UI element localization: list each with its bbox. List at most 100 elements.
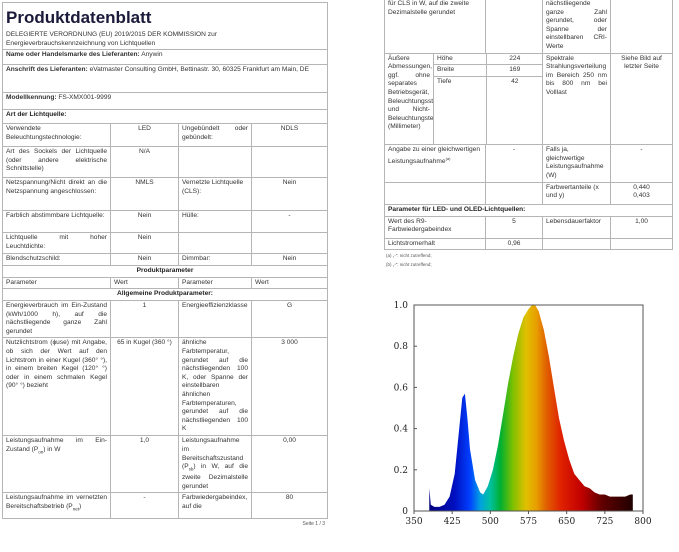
param-name: für CLS in W, auf die zweite Dezimalstel… (384, 0, 486, 54)
page-title: Produktdatenblatt (6, 8, 152, 27)
dim-value: 42 (485, 76, 542, 144)
table-row: Blendschutzschild: Nein Dimmbar: Nein (2, 253, 329, 266)
led-params-heading: Parameter für LED- und OLED-Lichtquellen… (384, 203, 673, 217)
page-1: Produktdatenblatt DELEGIERTE VERORDNUNG (… (1, 1, 329, 528)
param-name: ähnliche Farbtemperatur, gerundet auf di… (178, 337, 252, 437)
table-row: Äußere Abmessungen, ggf. ohne separates … (384, 52, 673, 146)
table-row: Art des Sockels der Lichtquelle (oder an… (2, 146, 329, 179)
address: eVatmaster Consulting GmbH, Bettinastr. … (89, 66, 309, 74)
table-row: Farbwertanteile (x und y) 0,440 0,403 (384, 181, 673, 205)
regulation-text: DELEGIERTE VERORDNUNG (EU) 2019/2015 DER… (6, 31, 217, 47)
param-name: Angabe zu einer gleichwertigen Leistungs… (384, 144, 486, 183)
param-value: Nein (110, 232, 179, 255)
param-name (178, 232, 252, 255)
table-row: Wert des R9-Farbwiedergabeindex 5 Lebensda… (384, 215, 673, 239)
table-row: Leistungsaufnahme im Ein-Zustand (Pon) i… (2, 435, 329, 494)
param-name: Lebensdauerfaktor (542, 215, 611, 239)
param-value: - (610, 144, 673, 183)
empty-cell (610, 237, 673, 251)
dims-cell: Höhe 224 Breite 169 Tiefe 42 (433, 52, 543, 146)
param-value: G (250, 299, 329, 339)
model-label: Modellkennung: (6, 94, 57, 102)
dim-value: 224 (485, 54, 542, 66)
param-value (485, 0, 543, 54)
chroma-y: 0,403 (633, 192, 650, 200)
page-2: für CLS in W, auf die zweite Dezimalstel… (384, 0, 673, 534)
x-tick-label: 350 (405, 517, 422, 527)
param-name: Ungebündelt oder gebündelt: (178, 123, 252, 148)
param-value: 1,00 (610, 215, 673, 239)
param-value: Nein (110, 253, 179, 266)
column-header: Parameter (2, 276, 111, 290)
column-header: Parameter (178, 276, 252, 290)
table-row: Lichtstromerhalt 0,96 (384, 237, 673, 251)
param-value: 1,0 (110, 435, 179, 494)
spectrum-area (429, 305, 633, 512)
param-value (250, 146, 329, 179)
table-row: Netzspannung/Nicht direkt an die Netzspa… (2, 177, 329, 212)
table-row: Verwendete Beleuchtungstechnologie: LED Un… (2, 123, 329, 148)
param-name: Farblich abstimmbare Lichtquelle: (2, 210, 111, 234)
param-name: Nutzlichtstrom (ϕuse) mit Angabe, ob sic… (2, 337, 111, 437)
param-value (250, 232, 329, 255)
table-row: für CLS in W, auf die zweite Dezimalstel… (384, 0, 673, 54)
param-name: Falls ja, gleichwertige Leistungsaufnahm… (542, 144, 611, 183)
column-header-row: Parameter Wert Parameter Wert (2, 276, 329, 290)
param-value (610, 0, 673, 54)
param-value: - (485, 144, 543, 183)
param-name: Lichtquelle mit hoher Leuchtdichte: (2, 232, 111, 255)
dims-label: Äußere Abmessungen, ggf. ohne separates … (384, 52, 434, 146)
param-value: Siehe Bild auf letzter Seite (610, 52, 673, 146)
table-row: Angabe zu einer gleichwertigen Leistungs… (384, 144, 673, 183)
param-value: 1 (110, 299, 179, 339)
column-header: Wert (110, 276, 179, 290)
header-cell: Produktdatenblatt DELEGIERTE VERORDNUNG (… (1, 1, 329, 51)
param-value: NDLS (250, 123, 329, 148)
x-tick-label: 575 (520, 517, 537, 527)
y-tick-label: 0.8 (394, 342, 409, 352)
table-row: Energieverbrauch im Ein-Zustand (kWh/100… (2, 299, 329, 339)
y-tick-label: 1.0 (394, 301, 409, 311)
param-name: Verwendete Beleuchtungstechnologie: (2, 123, 111, 148)
param-value: - (110, 492, 179, 520)
param-name: Wert des R9-Farbwiedergabeindex (384, 215, 486, 239)
param-name: Art des Sockels der Lichtquelle (oder an… (2, 146, 111, 179)
table-row: Nutzlichtstrom (ϕuse) mit Angabe, ob sic… (2, 337, 329, 437)
param-name: Energieeffizienzklasse (178, 299, 252, 339)
supplier-name-label: Name oder Handelsmarke des Lieferanten: (6, 51, 140, 59)
dim-name: Höhe (434, 54, 487, 66)
footnote-b: (b) „-“: nicht zutreffend; (386, 262, 432, 268)
param-value: 5 (485, 215, 543, 239)
address-row: Anschrift des Lieferanten: eVatmaster Co… (1, 64, 329, 94)
dim-name: Tiefe (434, 75, 487, 144)
y-tick-label: 0.4 (394, 425, 409, 435)
param-name: Farbwertanteile (x und y) (542, 181, 611, 205)
param-value: 65 in Kugel (360 °) (110, 337, 179, 437)
param-value: - (250, 210, 329, 234)
param-name: Lichtstromerhalt (384, 237, 486, 251)
spectrum-chart: 350 425 500 575 650 725 800 0 0.2 0.4 0.6 0.8 1.0 (394, 301, 652, 527)
y-tick-label: 0.2 (394, 466, 408, 476)
general-params-heading: Allgemeine Produktparameter: (1, 288, 329, 301)
x-tick-label: 425 (444, 517, 461, 527)
dim-value: 169 (485, 64, 542, 77)
param-value: Nein (110, 210, 179, 234)
table-row: Leistungsaufnahme im vernetzten Bereitsc… (2, 492, 329, 520)
x-tick-label: 500 (482, 517, 499, 527)
y-tick-label: 0.6 (394, 384, 409, 394)
param-value: 0,440 0,403 (610, 181, 673, 205)
param-name: Spektrale Strahlungsverteilung im Bereic… (542, 52, 611, 146)
model: FS-XMX001-9999 (58, 94, 112, 102)
param-name: Netzspannung/Nicht direkt an die Netzspa… (2, 177, 111, 212)
type-heading: Art der Lichtquelle: (1, 109, 329, 125)
param-name: Energieverbrauch im Ein-Zustand (kWh/100… (2, 299, 111, 339)
plot-area: 350 425 500 575 650 725 800 0 0.2 0.4 0.6 0.8 1.0 (394, 301, 652, 527)
y-tick-label: 0 (402, 507, 408, 517)
dims-subtable: Höhe 224 Breite 169 Tiefe 42 (434, 54, 542, 144)
dim-name: Breite (434, 64, 487, 77)
param-name: Dimmbar: (178, 253, 252, 266)
product-params-heading: Produktparameter (1, 264, 329, 278)
param-value: 0,96 (485, 237, 543, 251)
table-row: Lichtquelle mit hoher Leuchtdichte: Nein (2, 232, 329, 255)
product-datasheet-table-continued: für CLS in W, auf die zweite Dezimalstel… (384, 0, 673, 251)
